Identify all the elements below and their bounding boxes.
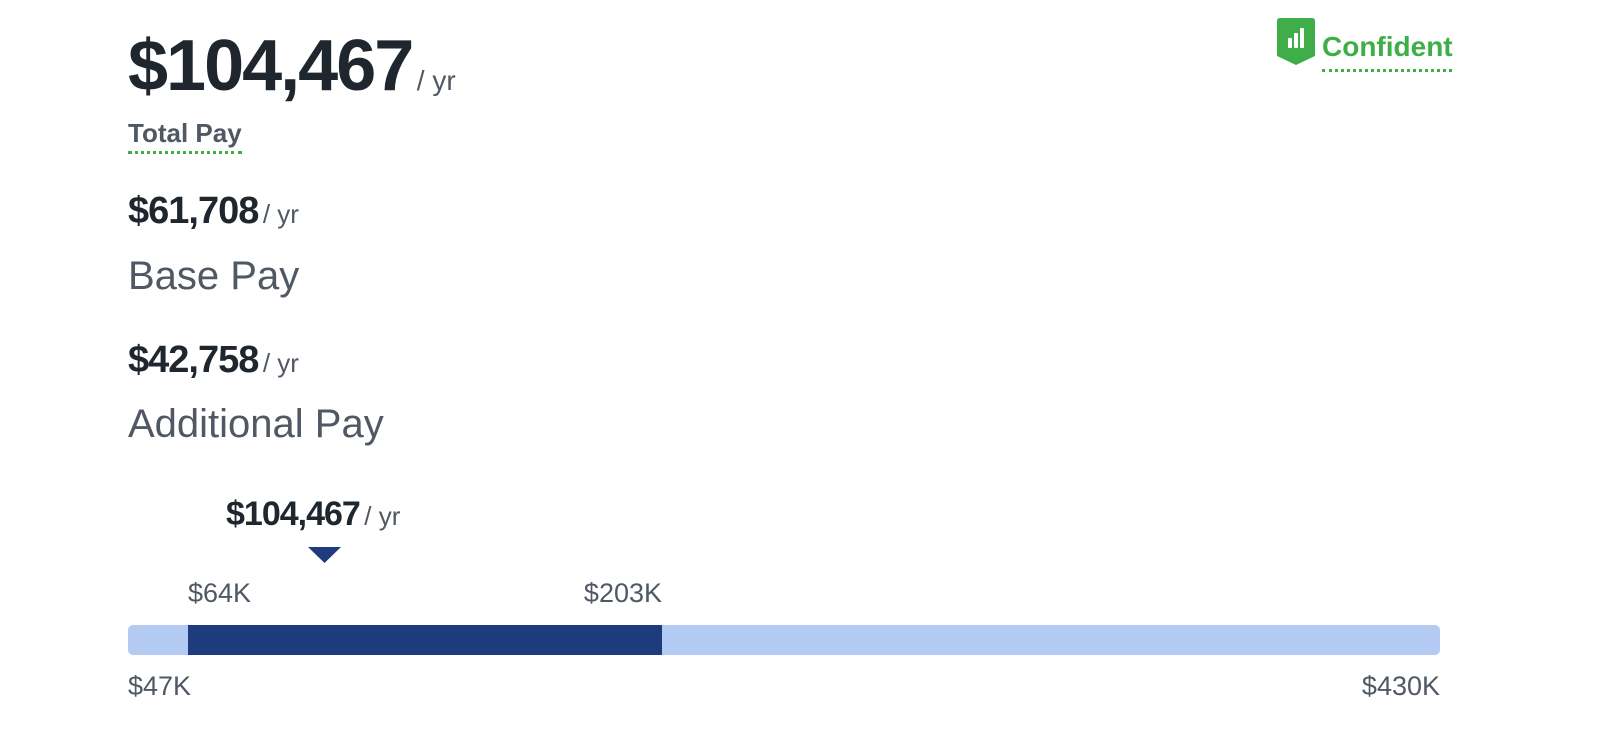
base-pay-period: / yr — [262, 199, 299, 229]
confidence-label: Confident — [1322, 33, 1453, 72]
marker-period: / yr — [364, 501, 401, 531]
marker-amount: $104,467 — [226, 495, 361, 533]
likely-low-label: $64K — [188, 578, 252, 608]
base-pay-amount: $61,708 — [128, 190, 259, 232]
additional-pay-label: Additional Pay — [128, 402, 384, 446]
marker-triangle — [308, 547, 341, 563]
marker-label: $104,467 / yr — [226, 497, 400, 531]
base-pay-label: Base Pay — [128, 254, 300, 298]
likely-high-label: $203K — [583, 578, 662, 608]
total-pay-line: $104,467 / yr — [128, 30, 456, 102]
additional-pay-line: $42,758 / yr — [128, 341, 299, 379]
total-pay-label[interactable]: Total Pay — [128, 120, 242, 154]
confidence-icon — [1277, 18, 1315, 65]
total-pay-period: / yr — [416, 65, 456, 96]
additional-pay-period: / yr — [262, 348, 299, 378]
additional-pay-amount: $42,758 — [128, 339, 259, 381]
likely-range-bar — [188, 625, 662, 655]
total-pay-amount: $104,467 — [128, 26, 414, 106]
range-min-label: $47K — [128, 671, 192, 701]
base-pay-line: $61,708 / yr — [128, 192, 299, 230]
range-max-label: $430K — [1361, 671, 1440, 701]
